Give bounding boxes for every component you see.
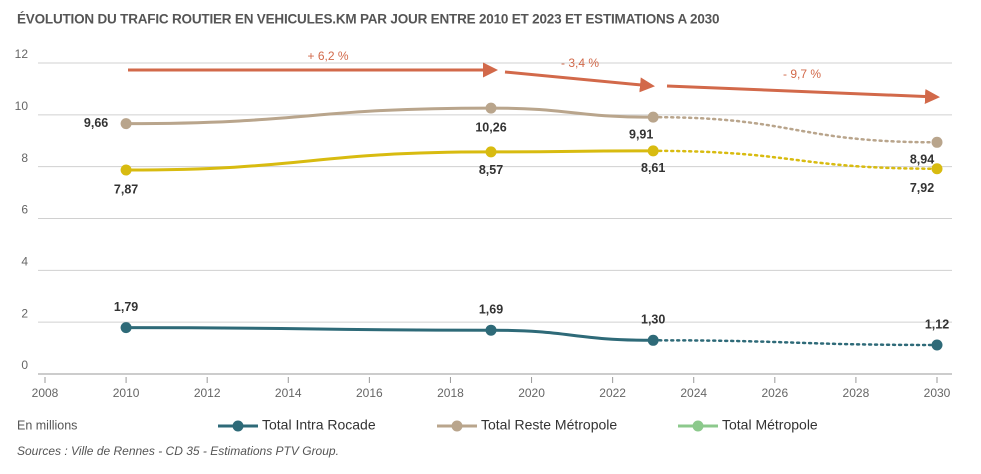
y-unit-note: En millions bbox=[17, 418, 77, 432]
data-label: 8,57 bbox=[479, 163, 503, 177]
legend-marker bbox=[692, 420, 704, 432]
x-tick-label: 2014 bbox=[275, 386, 302, 400]
x-tick-label: 2010 bbox=[113, 386, 140, 400]
data-point bbox=[485, 102, 497, 114]
data-label: 10,26 bbox=[475, 120, 506, 134]
y-tick-label: 12 bbox=[15, 47, 29, 61]
data-label: 1,69 bbox=[479, 302, 503, 316]
series-line bbox=[651, 115, 939, 144]
data-label: 7,92 bbox=[910, 181, 934, 195]
y-tick-label: 6 bbox=[21, 203, 28, 217]
chart-title: ÉVOLUTION DU TRAFIC ROUTIER EN VEHICULES… bbox=[17, 12, 719, 27]
trend-arrow bbox=[666, 84, 940, 105]
trend-annotation: + 6,2 % bbox=[307, 49, 348, 63]
x-tick-label: 2018 bbox=[437, 386, 464, 400]
legend-label: Total Intra Rocade bbox=[262, 417, 376, 433]
y-tick-label: 4 bbox=[21, 255, 28, 269]
y-tick-label: 8 bbox=[21, 151, 28, 165]
data-label: 7,87 bbox=[114, 182, 138, 196]
data-label: 8,94 bbox=[910, 153, 934, 167]
trend-annotation: - 9,7 % bbox=[783, 67, 821, 81]
x-tick-label: 2024 bbox=[680, 386, 707, 400]
data-point bbox=[120, 118, 132, 130]
data-point bbox=[647, 145, 659, 157]
y-tick-label: 0 bbox=[21, 358, 28, 372]
legend-label: Total Reste Métropole bbox=[481, 417, 617, 433]
series-line bbox=[124, 149, 655, 172]
x-tick-label: 2020 bbox=[518, 386, 545, 400]
data-point bbox=[647, 111, 659, 123]
data-label: 8,61 bbox=[641, 161, 665, 175]
data-point bbox=[485, 146, 497, 158]
data-point bbox=[647, 334, 659, 346]
trend-annotation: - 3,4 % bbox=[561, 56, 599, 70]
legend-label: Total Métropole bbox=[722, 417, 818, 433]
data-label: 1,30 bbox=[641, 313, 665, 327]
data-point bbox=[931, 136, 943, 148]
series-line bbox=[124, 106, 655, 126]
series-line bbox=[651, 149, 939, 170]
data-label: 1,79 bbox=[114, 300, 138, 314]
y-tick-label: 10 bbox=[15, 99, 29, 113]
data-point bbox=[931, 163, 943, 175]
series-line bbox=[651, 339, 939, 347]
x-tick-label: 2008 bbox=[32, 386, 59, 400]
data-label: 1,12 bbox=[925, 317, 949, 331]
data-point bbox=[120, 322, 132, 334]
data-label: 9,91 bbox=[629, 127, 653, 141]
x-tick-label: 2026 bbox=[761, 386, 788, 400]
source-note: Sources : Ville de Rennes - CD 35 - Esti… bbox=[17, 444, 339, 458]
x-tick-label: 2028 bbox=[843, 386, 870, 400]
x-tick-label: 2030 bbox=[924, 386, 951, 400]
x-tick-label: 2012 bbox=[194, 386, 221, 400]
legend-marker bbox=[451, 420, 463, 432]
data-label: 9,66 bbox=[84, 116, 108, 130]
data-point bbox=[120, 164, 132, 176]
data-point bbox=[485, 324, 497, 336]
data-point bbox=[931, 339, 943, 351]
trend-arrow bbox=[504, 70, 655, 93]
series-line bbox=[124, 326, 655, 342]
x-tick-label: 2016 bbox=[356, 386, 383, 400]
legend-marker bbox=[232, 420, 244, 432]
y-tick-label: 2 bbox=[21, 306, 28, 320]
x-tick-label: 2022 bbox=[599, 386, 626, 400]
